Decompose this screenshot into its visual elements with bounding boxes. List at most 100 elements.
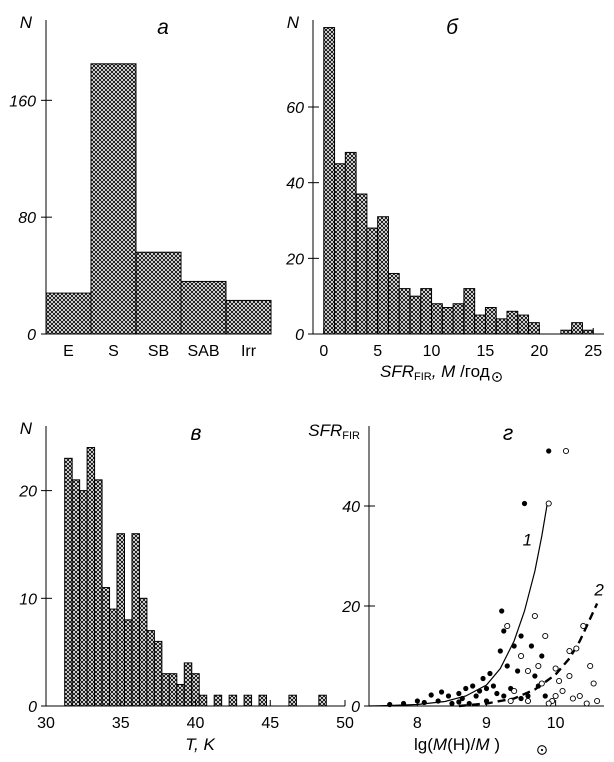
bar <box>474 314 486 335</box>
point-filled <box>435 698 441 704</box>
bar <box>431 303 443 335</box>
point-filled <box>499 608 505 614</box>
point-filled <box>494 690 500 697</box>
point-open <box>552 665 559 672</box>
bar <box>398 288 411 335</box>
solar-mass-symbol-dot <box>495 375 499 379</box>
point-filled <box>487 670 493 677</box>
point-open <box>573 645 580 652</box>
x-tick-label-0: 0 <box>319 343 328 360</box>
x-tick-label-40: 40 <box>187 715 205 732</box>
point-filled <box>518 695 524 702</box>
panel-label: б <box>446 16 459 39</box>
bar <box>176 683 185 707</box>
x-tick-label-15: 15 <box>477 343 495 360</box>
point-filled <box>504 663 510 669</box>
point-filled <box>400 700 407 707</box>
bar <box>409 295 422 335</box>
panel-label: а <box>157 16 169 39</box>
curve-2 <box>458 602 599 708</box>
y-tick-label-40: 40 <box>342 499 360 516</box>
point-filled <box>480 675 486 682</box>
point-open <box>535 662 542 670</box>
bar-Irr <box>225 299 272 335</box>
bar <box>334 163 346 335</box>
bar <box>153 640 163 707</box>
bar <box>355 193 368 335</box>
y-tick-label-20: 20 <box>285 251 304 268</box>
bar <box>420 288 433 335</box>
point-open <box>566 647 573 655</box>
panel-g-scatter: 0 20 40 8 9 10 1 2 SFRFIR г lg(M(H)/M ) <box>308 421 604 755</box>
x-tick-label-45: 45 <box>261 715 279 732</box>
y-axis-label: N <box>20 419 33 438</box>
point-filled <box>546 448 552 454</box>
bar <box>560 329 573 335</box>
point-open <box>524 667 532 675</box>
y-tick-label-60: 60 <box>286 100 304 117</box>
x-tick-label-S: S <box>108 343 119 360</box>
bar <box>94 479 103 707</box>
solar-mass-symbol-dot <box>540 748 544 752</box>
point-filled <box>483 698 490 704</box>
point-open <box>504 622 511 630</box>
y-tick-label-20: 20 <box>18 484 37 501</box>
x-tick-label-E: E <box>63 343 74 360</box>
point-filled <box>387 701 393 708</box>
point-open <box>531 612 538 620</box>
x-axis-label: lg(M(H)/M ) <box>414 735 500 754</box>
point-filled <box>490 683 497 689</box>
point-filled <box>525 693 531 699</box>
point-filled <box>456 690 462 697</box>
panel-label: г <box>503 422 513 445</box>
x-tick-label-30: 30 <box>37 715 55 732</box>
point-filled <box>501 628 507 634</box>
x-tick-label-SAB: SAB <box>187 343 219 360</box>
bar <box>109 608 118 707</box>
y-tick-label-80: 80 <box>18 210 36 227</box>
y-tick-label-0: 0 <box>27 327 36 344</box>
curve-1 <box>368 503 548 707</box>
point-open <box>542 632 549 640</box>
bar <box>528 322 540 335</box>
bar <box>101 587 111 707</box>
bar <box>64 457 73 707</box>
y-tick-label-0: 0 <box>28 699 37 716</box>
bar <box>116 533 125 707</box>
point-open <box>511 687 518 695</box>
point-filled <box>497 648 503 654</box>
point-filled <box>511 643 517 649</box>
point-filled <box>459 695 465 702</box>
x-tick-label-5: 5 <box>373 343 382 360</box>
x-tick-label-Irr: Irr <box>241 343 257 360</box>
y-tick-label-20: 20 <box>341 599 360 616</box>
x-tick-label-9: 9 <box>482 715 491 732</box>
bar <box>506 310 519 335</box>
bar <box>213 694 223 707</box>
point-filled <box>470 683 476 689</box>
bar <box>318 694 327 707</box>
point-open <box>576 692 583 700</box>
point-open <box>587 662 594 670</box>
bar <box>123 619 133 707</box>
y-tick-label-160: 160 <box>9 93 36 110</box>
x-tick-label-35: 35 <box>112 715 130 732</box>
point-filled <box>515 668 521 674</box>
point-filled <box>445 693 452 699</box>
point-open <box>524 697 532 705</box>
panel-v-histogram: 0 10 20 30 35 40 45 50 N в T, K <box>18 419 354 754</box>
point-filled <box>428 692 434 698</box>
y-tick-label-0: 0 <box>295 327 304 344</box>
panel-a-histogram: E S SB SAB Irr 0 80 160 N а <box>9 13 272 360</box>
x-axis-label: T, K <box>185 735 215 754</box>
x-axis-label: SFRFIR, M /год <box>380 362 490 383</box>
point-open <box>583 700 590 707</box>
point-filled <box>414 698 420 704</box>
bar <box>228 694 238 707</box>
y-tick-label-0: 0 <box>351 699 360 716</box>
bar <box>198 694 208 707</box>
bar <box>71 479 81 707</box>
x-tick-label-10: 10 <box>423 343 441 360</box>
bar-SAB <box>180 280 227 335</box>
bar <box>79 490 88 707</box>
